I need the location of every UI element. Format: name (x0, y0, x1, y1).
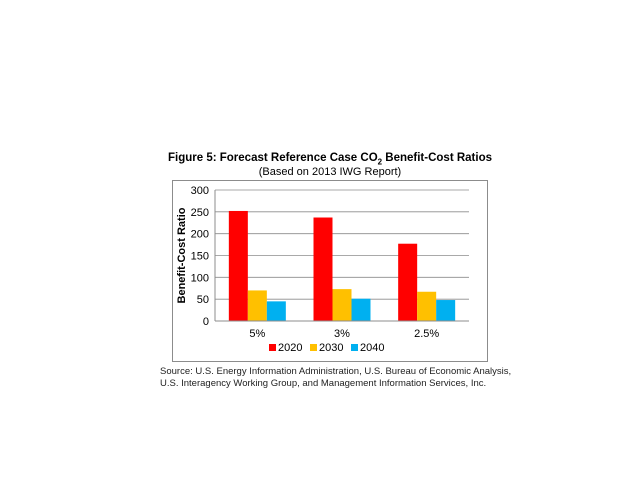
y-tick-label: 150 (191, 251, 209, 263)
chart-subtitle: (Based on 2013 IWG Report) (258, 166, 402, 178)
y-tick-label: 0 (203, 316, 209, 328)
legend-label-2020: 2020 (278, 342, 302, 354)
y-tick-label: 300 (191, 185, 209, 197)
y-axis-title: Benefit-Cost Ratio (176, 207, 188, 303)
chart-area: 0 50 100 150 200 250 300 Benefit-Cost Ratio 5% 3%… (172, 180, 488, 362)
x-tick-label: 2.5% (414, 328, 439, 340)
bar-2030-0 (247, 290, 267, 321)
legend-swatch-2020 (269, 344, 276, 351)
bar-2030-1 (332, 289, 352, 321)
x-tick-label: 3% (334, 328, 350, 340)
legend-swatch-2040 (351, 344, 358, 351)
bar-2020-1 (313, 217, 333, 321)
y-tick-label: 250 (191, 207, 209, 219)
x-tick-label: 5% (249, 328, 265, 340)
bar-2040-1 (351, 298, 371, 321)
source-note: Source: U.S. Energy Information Administ… (160, 366, 520, 390)
y-tick-label: 200 (191, 229, 209, 241)
legend-label-2030: 2030 (319, 342, 343, 354)
source-line-1: Source: U.S. Energy Information Administ… (160, 366, 512, 377)
source-line-2: U.S. Interagency Working Group, and Mana… (160, 378, 487, 389)
bar-2020-2 (398, 243, 418, 321)
bar-2020-0 (228, 210, 248, 321)
bar-2040-0 (266, 301, 286, 321)
y-tick-label: 50 (197, 294, 209, 306)
y-tick-label: 100 (191, 272, 209, 284)
chart-title: Figure 5: Forecast Reference Case CO2 Be… (168, 152, 492, 167)
legend-label-2040: 2040 (360, 342, 384, 354)
legend-swatch-2030 (310, 344, 317, 351)
bar-2040-2 (436, 300, 456, 321)
bar-2030-2 (417, 291, 437, 321)
